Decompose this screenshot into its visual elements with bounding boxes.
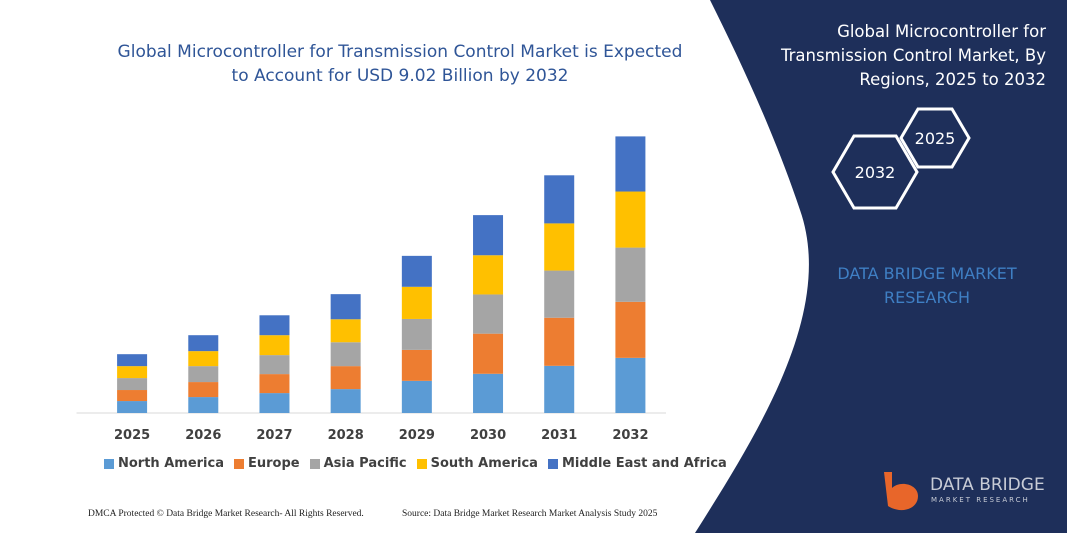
bar-segment — [401, 255, 432, 287]
x-tick-label: 2028 — [328, 428, 364, 443]
bar-segment — [188, 397, 219, 413]
legend-label: Europe — [248, 456, 300, 471]
bar-segment — [259, 355, 290, 375]
bar-segment — [259, 393, 290, 413]
bar-segment — [615, 191, 646, 248]
bar-segment — [401, 318, 432, 350]
legend-item: North America — [104, 456, 224, 471]
bar-segment — [188, 351, 219, 367]
legend-item: Europe — [234, 456, 300, 471]
chart-title: Global Microcontroller for Transmission … — [117, 42, 683, 86]
brand-text: DATA BRIDGE MARKET RESEARCH — [837, 264, 1017, 307]
bar-segment — [330, 389, 361, 413]
footer-right: Source: Data Bridge Market Research Mark… — [402, 509, 658, 519]
legend-item: Asia Pacific — [309, 456, 407, 471]
bar-segment — [544, 223, 575, 271]
bar-segment — [117, 354, 148, 367]
logo-tagline: MARKET RESEARCH — [931, 496, 1030, 504]
hexagon-label: 2032 — [855, 163, 896, 182]
hexagon — [899, 107, 971, 169]
x-tick-label: 2027 — [256, 428, 292, 443]
bar-segment — [117, 401, 148, 413]
bar-segment — [117, 378, 148, 391]
hexagon — [831, 134, 919, 210]
bar-segment — [259, 315, 290, 336]
bar-segment — [615, 136, 646, 192]
bar-segment — [544, 365, 575, 413]
legend-label: South America — [430, 456, 538, 471]
bar-segment — [473, 255, 504, 295]
logo-icon — [884, 472, 918, 511]
bar-segment — [117, 390, 148, 402]
side-panel-bg — [695, 0, 1067, 533]
bar-segment — [188, 382, 219, 398]
bar-segment — [615, 357, 646, 413]
logo-name: DATA BRIDGE — [930, 475, 1045, 495]
bar-segment — [615, 301, 646, 358]
bar-segment — [330, 294, 361, 320]
x-tick-label: 2029 — [399, 428, 435, 443]
bar-segment — [117, 366, 148, 379]
bar-segment — [401, 380, 432, 413]
panel-title: Global Microcontroller for Transmission … — [780, 22, 1046, 89]
hexagon-label: 2025 — [915, 129, 956, 148]
x-tick-label: 2030 — [470, 428, 506, 443]
x-tick-label: 2032 — [612, 428, 648, 443]
bar-segment — [473, 294, 504, 334]
bar-segment — [473, 215, 504, 256]
legend-item: Middle East and Africa — [547, 456, 727, 471]
bar-segment — [401, 349, 432, 381]
bar-segment — [473, 373, 504, 413]
bar-segment — [544, 175, 575, 224]
legend-swatch — [234, 458, 244, 469]
bar-segment — [544, 270, 575, 318]
legend-item: South America — [416, 456, 538, 471]
legend-label: Middle East and Africa — [561, 456, 727, 471]
bar-segment — [188, 335, 219, 352]
x-tick-label: 2026 — [185, 428, 221, 443]
legend-swatch — [309, 458, 320, 469]
legend-swatch — [104, 458, 114, 469]
bar-segment — [544, 317, 575, 366]
bar-segment — [330, 366, 361, 390]
bar-segment — [188, 366, 219, 383]
x-tick-label: 2031 — [541, 428, 577, 443]
bar-segment — [330, 342, 361, 367]
bar-segment — [473, 333, 504, 374]
bar-segment — [615, 247, 646, 302]
bar-segment — [259, 335, 290, 356]
legend-swatch — [416, 458, 427, 469]
bar-segment — [330, 319, 361, 343]
legend-swatch — [547, 458, 558, 469]
x-tick-label: 2025 — [114, 428, 150, 443]
legend-label: Asia Pacific — [323, 456, 407, 471]
legend-label: North America — [118, 456, 224, 471]
footer-left: DMCA Protected © Data Bridge Market Rese… — [88, 509, 364, 519]
bar-segment — [259, 374, 290, 394]
legend: North America Europe Asia Pacific South Ame… — [104, 456, 727, 471]
bar-segment — [401, 286, 432, 319]
